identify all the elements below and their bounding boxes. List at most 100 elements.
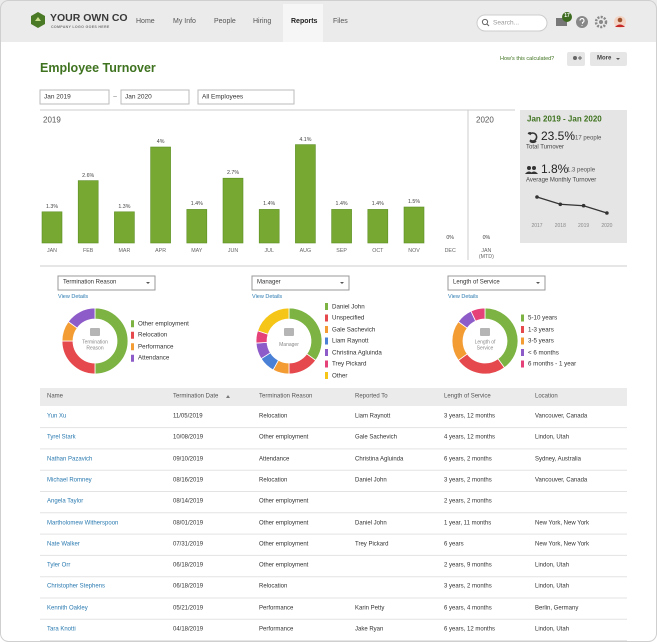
bar (186, 209, 208, 244)
value-label: 1.4% (263, 201, 276, 208)
dropdown[interactable] (447, 275, 546, 291)
dropdown-value[interactable]: Termination Reason (63, 279, 117, 286)
search-placeholder[interactable]: Search... (493, 19, 520, 27)
sort-arrow[interactable] (226, 395, 230, 398)
category-label: AUG (299, 248, 312, 254)
category-label: SEP (336, 248, 347, 254)
bar (331, 209, 352, 244)
search-icon (486, 23, 490, 27)
employee-link[interactable]: Yun Xu (47, 413, 67, 420)
employee-link[interactable]: Kennith Oakley (47, 605, 88, 612)
table-cell: Performance (259, 605, 294, 612)
search-icon (481, 18, 489, 26)
category-label: NOV (408, 248, 420, 254)
employee-link[interactable]: Nate Walker (47, 541, 80, 548)
caret (616, 58, 620, 60)
legend-swatch (325, 372, 328, 379)
legend-label: Unspecified (332, 314, 365, 322)
bar (258, 209, 280, 244)
help-glyph (579, 18, 585, 26)
table-cell: Relocation (259, 583, 288, 590)
group-value[interactable]: All Employees (202, 93, 244, 101)
legend-swatch (325, 314, 328, 322)
dropdown[interactable] (251, 275, 350, 291)
employee-link[interactable]: Tyler Orr (47, 562, 71, 569)
legend-swatch (325, 303, 328, 310)
employee-link[interactable]: Martholomew Witherspoon (47, 520, 119, 527)
donut-center-label: Termination Reason (82, 339, 108, 351)
table-cell: Vancouver, Canada (535, 413, 588, 420)
employee-link[interactable]: Michael Romney (47, 477, 92, 484)
value-label: 0% (482, 234, 491, 241)
dropdown[interactable] (57, 275, 156, 291)
sparkline-x-label: 2020 (601, 223, 613, 230)
employee-link[interactable]: Tara Knotti (47, 626, 76, 633)
category-label: OCT (372, 248, 384, 254)
legend-label: Liam Raynott (332, 337, 369, 345)
legend-label: Relocation (138, 331, 168, 339)
table-cell: Other employment (259, 498, 309, 505)
legend-label: Attendance (138, 354, 170, 362)
nav-item[interactable]: People (214, 17, 236, 25)
table-cell: Vancouver, Canada (535, 477, 588, 484)
table-cell: Sydney, Australia (535, 456, 581, 463)
value-label: 1.3% (118, 203, 131, 210)
table-header (40, 388, 627, 406)
date-from-value[interactable]: Jan 2019 (44, 93, 71, 101)
view-details[interactable]: View Details (252, 293, 283, 300)
nav-item[interactable]: Files (333, 17, 348, 25)
employee-link[interactable]: Nathan Pazavich (47, 456, 93, 463)
dropdown-value[interactable]: Length of Service (453, 279, 500, 286)
table-cell: Daniel John (355, 520, 387, 527)
employee-link[interactable]: Angela Taylor (47, 498, 84, 505)
date-from[interactable] (39, 89, 110, 105)
table-cell: Performance (259, 626, 294, 633)
category-label: APR (155, 248, 167, 254)
legend-label: Daniel John (332, 302, 365, 310)
nav-item[interactable]: Home (136, 17, 155, 25)
table-cell: Berlin, Germany (535, 605, 579, 612)
inbox-icon[interactable] (556, 18, 567, 26)
table-cell: 6 years, 2 months (444, 456, 492, 463)
group-select[interactable] (197, 89, 295, 105)
nav-item[interactable]: Hiring (253, 17, 272, 25)
legend-label: 5-10 years (528, 314, 558, 322)
table-cell: 6 years (444, 541, 464, 548)
summary-range: Jan 2019 - Jan 2020 (527, 114, 602, 124)
nav-item[interactable]: My Info (173, 17, 196, 25)
date-to-value[interactable]: Jan 2020 (125, 93, 152, 101)
legend-label: 3-5 years (528, 337, 554, 345)
employee-link[interactable]: Christopher Stephens (47, 583, 106, 590)
more-button[interactable] (590, 52, 627, 66)
value-label: 2.7% (226, 170, 240, 177)
table-cell: 08/01/2019 (173, 520, 204, 527)
sparkline-point (605, 211, 609, 215)
nav-item[interactable]: Reports (291, 17, 318, 25)
view-details[interactable]: View Details (448, 293, 479, 300)
caret (146, 282, 150, 284)
legend-swatch (131, 354, 134, 362)
dropdown-value[interactable]: Manager (257, 279, 281, 286)
help-link[interactable]: How's this calculated? (500, 55, 555, 62)
table-cell: Lindon, Utah (535, 562, 570, 569)
table-cell: 08/16/2019 (173, 477, 204, 484)
view-details[interactable]: View Details (58, 293, 89, 300)
help-icon[interactable] (576, 16, 588, 28)
column-header[interactable]: Termination Date (173, 393, 219, 400)
table-cell: 6 years, 4 months (444, 605, 492, 612)
column-header: Reported To (355, 393, 388, 400)
donut-slice (257, 307, 290, 335)
employee-link[interactable]: Tyrel Stark (47, 434, 76, 441)
table-cell: 11/05/2019 (173, 413, 203, 420)
more-label[interactable]: More (597, 55, 612, 62)
date-to[interactable] (120, 89, 190, 105)
active-tab (283, 4, 323, 42)
donut-slice (451, 321, 468, 361)
settings-icon[interactable] (594, 15, 608, 29)
bar (367, 209, 389, 244)
legend-label: Other (332, 371, 348, 379)
sparkline-x-label: 2017 (531, 223, 543, 230)
bar (222, 177, 244, 244)
search-box[interactable] (476, 14, 548, 32)
